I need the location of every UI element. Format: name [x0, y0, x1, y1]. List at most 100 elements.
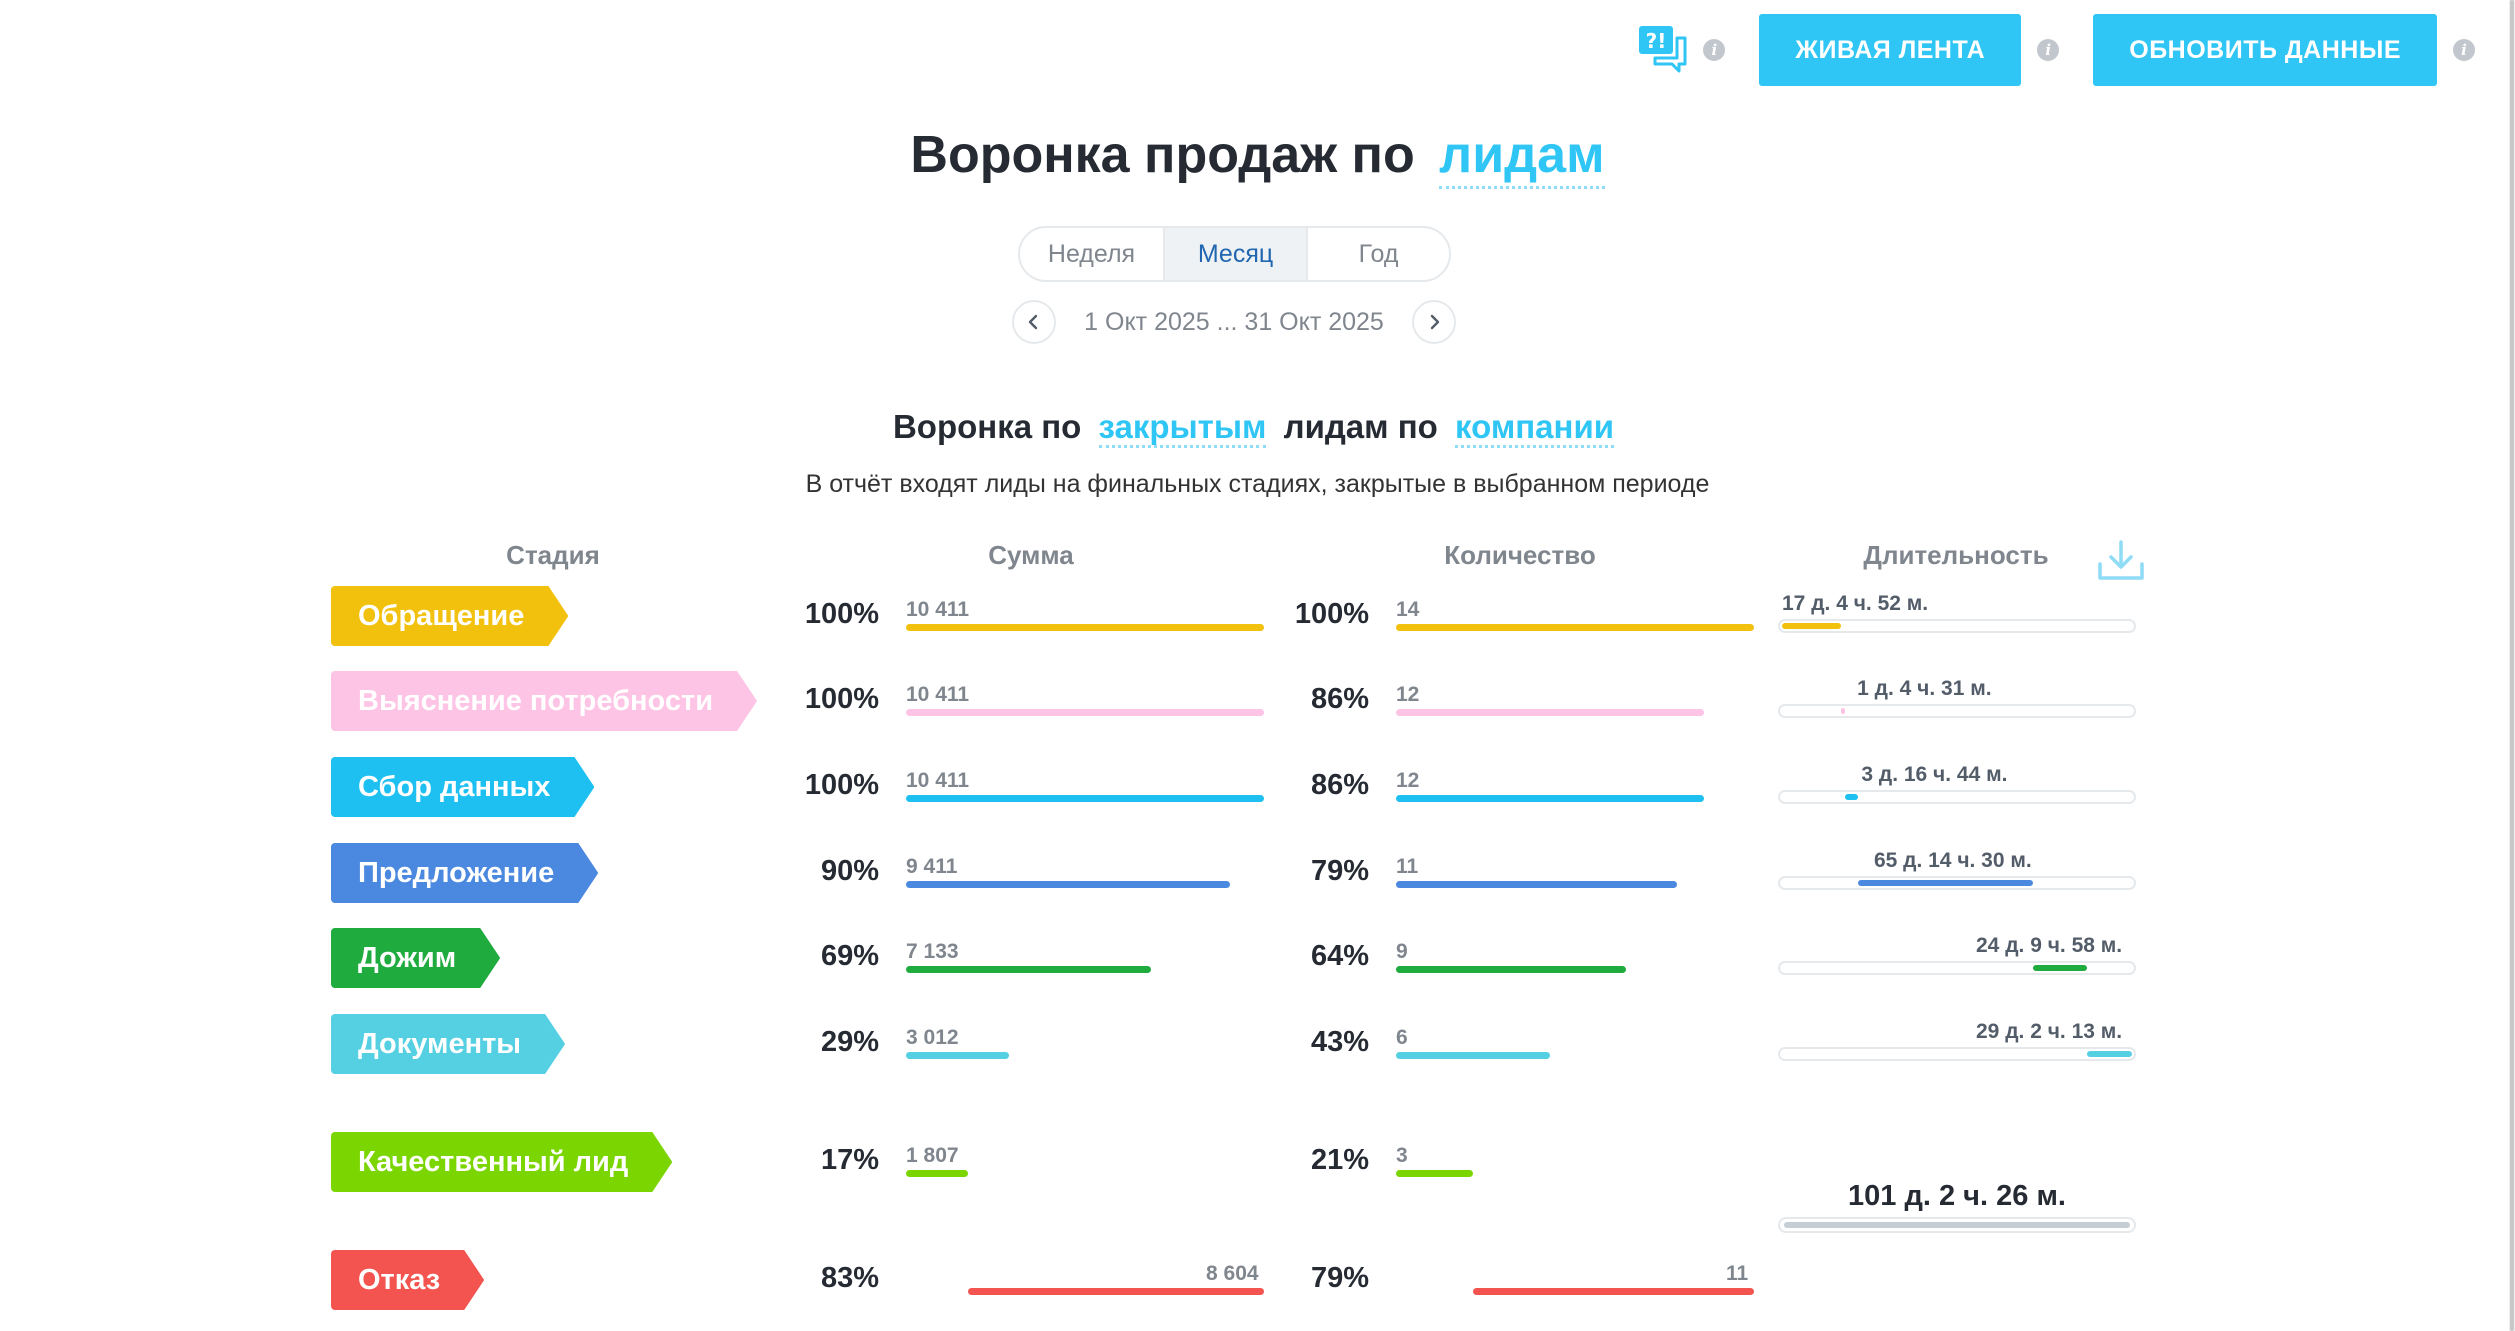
stage-label[interactable]: Предложение — [331, 843, 598, 903]
sum-percent: 100% — [804, 598, 879, 630]
duration-track — [1778, 704, 2136, 718]
info-icon[interactable]: i — [2453, 39, 2475, 61]
count-bar — [1472, 1288, 1754, 1295]
duration-track — [1778, 619, 2136, 633]
count-percent: 79% — [1310, 855, 1369, 887]
sum-percent: 100% — [804, 683, 879, 715]
sum-percent: 17% — [820, 1144, 879, 1176]
sum-percent: 100% — [804, 769, 879, 801]
funnel-row: Документы 29% 43% 3 012 6 29 д. 2 ч. 13 м. — [0, 1014, 2515, 1074]
count-percent: 86% — [1310, 769, 1369, 801]
funnel-row: Отказ 83% 79% 8 604 11 — [0, 1250, 2515, 1310]
scrollbar[interactable] — [2509, 0, 2515, 1331]
period-week-option[interactable]: Неделя — [1047, 239, 1136, 268]
duration-bar — [1841, 708, 1846, 714]
sum-value: 9 411 — [906, 855, 958, 878]
duration-value: 29 д. 2 ч. 13 м. — [1976, 1020, 2123, 1043]
sum-bar — [906, 709, 1264, 716]
count-bar — [1396, 709, 1704, 716]
sum-percent: 69% — [820, 940, 879, 972]
sum-value: 10 411 — [906, 598, 970, 621]
funnel-row: Выяснение потребности 100% 86% 10 411 12 1 д.… — [0, 671, 2515, 731]
date-range-text: 1 Окт 2025 ... 31 Окт 2025 — [1084, 307, 1384, 336]
sum-bar — [906, 795, 1264, 802]
funnel-row: Дожим 69% 64% 7 133 9 24 д. 9 ч. 58 м. — [0, 928, 2515, 988]
count-value: 3 — [1396, 1144, 1408, 1167]
total-duration-track — [1778, 1217, 2136, 1233]
duration-value: 1 д. 4 ч. 31 м. — [1857, 677, 1992, 700]
total-duration-fill — [1784, 1222, 2130, 1228]
period-month-option[interactable]: Месяц — [1163, 228, 1306, 280]
sum-percent: 90% — [820, 855, 879, 887]
scope-selector-link[interactable]: компании — [1455, 408, 1615, 448]
next-period-button[interactable] — [1412, 300, 1456, 344]
svg-text:?!: ?! — [1646, 29, 1667, 53]
funnel-subtitle: Воронка по закрытым лидам по компании — [0, 408, 2515, 448]
funnel-row: Сбор данных 100% 86% 10 411 12 3 д. 16 ч. 44 … — [0, 757, 2515, 817]
count-value: 11 — [1396, 855, 1419, 878]
count-value: 12 — [1396, 683, 1420, 706]
count-value: 6 — [1396, 1026, 1408, 1049]
header-sum: Сумма — [988, 540, 1074, 570]
scrollbar-thumb[interactable] — [2510, 0, 2514, 1331]
funnel-row: Обращение 100% 100% 10 411 14 17 д. 4 ч. 52 м… — [0, 586, 2515, 646]
count-value: 12 — [1396, 769, 1420, 792]
entity-selector-link[interactable]: лидам — [1439, 126, 1605, 189]
sum-percent: 83% — [820, 1262, 879, 1294]
stage-label[interactable]: Отказ — [331, 1250, 484, 1310]
stage-label[interactable]: Документы — [331, 1014, 565, 1074]
count-bar — [1396, 966, 1627, 973]
header-duration: Длительность — [1863, 540, 2049, 570]
download-icon[interactable] — [2096, 538, 2146, 584]
feedback-chat-icon[interactable]: ?! — [1637, 24, 1689, 76]
sum-bar — [906, 624, 1264, 631]
count-percent: 43% — [1310, 1026, 1369, 1058]
stage-label[interactable]: Дожим — [331, 928, 500, 988]
stage-label[interactable]: Выяснение потребности — [331, 671, 757, 731]
count-percent: 79% — [1310, 1262, 1369, 1294]
live-feed-button[interactable]: ЖИВАЯ ЛЕНТА — [1759, 14, 2022, 86]
page-title: Воронка продаж по лидам — [0, 125, 2515, 189]
total-duration: 101 д. 2 ч. 26 м. — [1848, 1180, 2066, 1212]
count-bar — [1396, 795, 1704, 802]
duration-track — [1778, 1047, 2136, 1061]
refresh-data-button[interactable]: ОБНОВИТЬ ДАННЫЕ — [2093, 14, 2437, 86]
sum-bar — [968, 1288, 1264, 1295]
period-switch: Неделя Месяц Год — [1018, 226, 1451, 282]
info-icon[interactable]: i — [2037, 39, 2060, 61]
chevron-right-icon — [1430, 314, 1440, 330]
toolbar: ?! i ЖИВАЯ ЛЕНТА i ОБНОВИТЬ ДАННЫЕ i — [1637, 14, 2475, 86]
duration-bar — [2087, 1051, 2132, 1057]
stage-label[interactable]: Качественный лид — [331, 1132, 672, 1192]
count-percent: 100% — [1294, 598, 1369, 630]
sum-bar — [906, 966, 1152, 973]
stage-label[interactable]: Обращение — [331, 586, 568, 646]
count-bar — [1396, 881, 1678, 888]
sum-value: 7 133 — [906, 940, 959, 963]
sum-value: 10 411 — [906, 683, 970, 706]
chevron-left-icon — [1028, 314, 1038, 330]
prev-period-button[interactable] — [1012, 300, 1056, 344]
lead-status-selector-link[interactable]: закрытым — [1098, 408, 1267, 448]
duration-value: 24 д. 9 ч. 58 м. — [1976, 934, 2123, 957]
count-bar — [1396, 624, 1754, 631]
header-stage: Стадия — [506, 540, 600, 570]
duration-bar — [1845, 794, 1858, 800]
duration-track — [1778, 790, 2136, 804]
count-percent: 86% — [1310, 683, 1369, 715]
subtitle-part2: лидам по — [1283, 408, 1438, 445]
report-note: В отчёт входят лиды на финальных стадиях… — [805, 470, 1710, 498]
stage-label[interactable]: Сбор данных — [331, 757, 594, 817]
duration-value: 17 д. 4 ч. 52 м. — [1782, 592, 1929, 615]
period-year-option[interactable]: Год — [1306, 228, 1449, 280]
sum-bar — [906, 881, 1230, 888]
sum-bar — [906, 1052, 1010, 1059]
duration-bar — [1782, 623, 1842, 629]
sum-percent: 29% — [820, 1026, 879, 1058]
info-icon[interactable]: i — [1703, 39, 1726, 61]
funnel-row: Качественный лид 17% 21% 1 807 3 — [0, 1132, 2515, 1192]
sum-value: 10 411 — [906, 769, 970, 792]
count-value: 9 — [1396, 940, 1408, 963]
duration-value: 65 д. 14 ч. 30 м. — [1873, 849, 2032, 872]
count-bar — [1396, 1170, 1473, 1177]
